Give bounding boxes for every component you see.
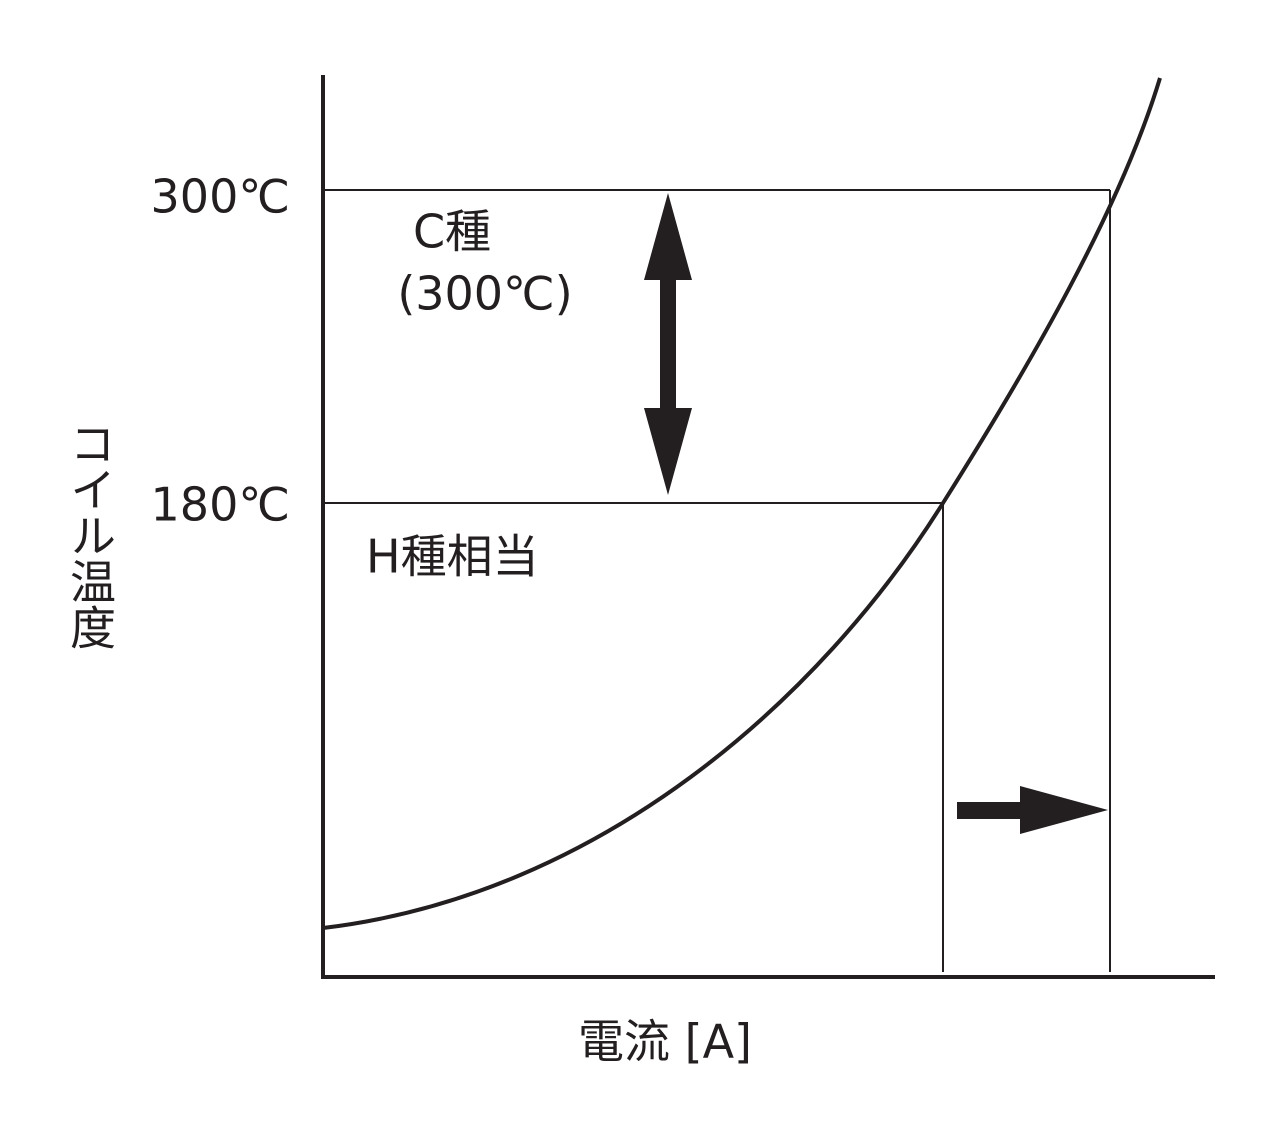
right-arrow [957, 786, 1108, 834]
level-label: 180℃ [151, 478, 290, 532]
y-axis-label: コイル温度 [63, 420, 117, 650]
level-label: 300℃ [151, 170, 290, 224]
double-arrow [644, 193, 692, 495]
x-axis-label: 電流 [A] [578, 1015, 752, 1069]
annotation: H種相当 [366, 530, 539, 584]
curve [322, 77, 1162, 930]
annotation: C種 [413, 205, 491, 259]
annotation: (300℃) [397, 267, 572, 321]
